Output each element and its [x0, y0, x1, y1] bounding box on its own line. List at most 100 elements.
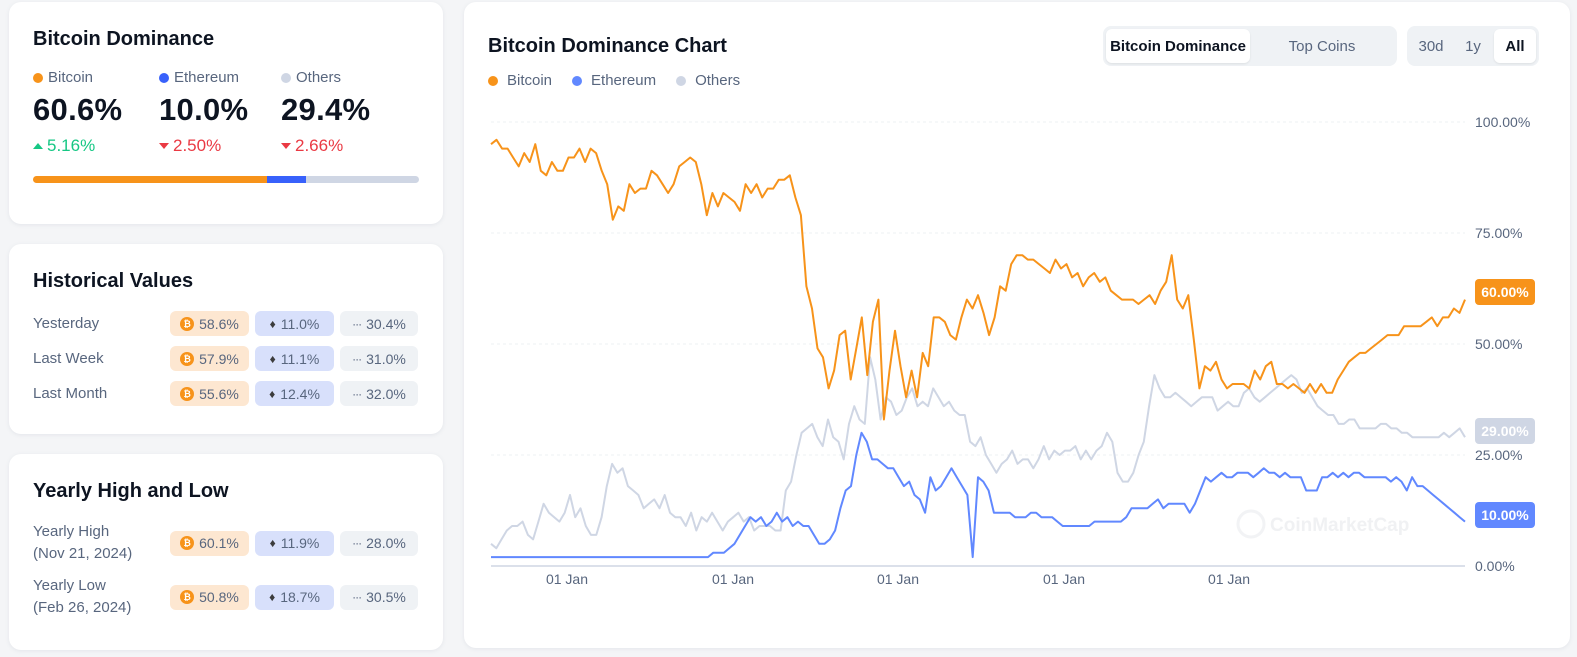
legend-item-others[interactable]: Others: [676, 72, 740, 89]
others-pill-value: 28.0%: [366, 535, 406, 551]
last-value-label-others: 29.00%: [1481, 423, 1529, 439]
dominance-label-text: Others: [296, 69, 342, 86]
yearly-row-title: Yearly High: [33, 523, 110, 540]
ethereum-pill-value: 18.7%: [280, 589, 320, 605]
value-pills: ₿ 50.8% ♦ 18.7% ··· 30.5%: [170, 584, 418, 610]
range-tab-all[interactable]: All: [1494, 29, 1536, 63]
legend-label: Others: [695, 72, 741, 89]
caret-down-icon: [159, 143, 169, 149]
bitcoin-pill-value: 60.1%: [199, 535, 239, 551]
historical-row: Last Month ₿ 55.6% ♦ 12.4% ··· 32.0%: [33, 381, 419, 406]
dominance-value: 60.6%: [33, 92, 123, 127]
dominance-label: Others: [281, 69, 370, 86]
chart-legend: Bitcoin Ethereum Others: [488, 72, 740, 89]
more-dots-icon: ···: [352, 316, 362, 331]
historical-row-label: Yesterday: [33, 314, 100, 332]
ethereum-pill: ♦ 18.7%: [255, 584, 334, 610]
others-pill-value: 30.4%: [366, 315, 406, 332]
series-line-ethereum: [491, 431, 1466, 559]
dominance-others: Others 29.4% 2.66%: [281, 69, 370, 156]
ethereum-icon: ♦: [269, 316, 276, 331]
dominance-line-chart: CoinMarketCap 100.00% 75.00% 50.00% 25.00% 0…: [490, 114, 1535, 587]
range-tab-1y[interactable]: 1y: [1465, 37, 1481, 55]
bitcoin-pill: ₿ 55.6%: [170, 381, 249, 406]
others-pill: ··· 30.4%: [340, 311, 418, 336]
y-tick-label: 100.00%: [1475, 114, 1530, 130]
dominance-chart-card: Bitcoin Dominance Chart Bitcoin Ethereum O…: [464, 2, 1570, 648]
dominance-label: Bitcoin: [33, 69, 127, 86]
dominance-bitcoin: Bitcoin 60.6% 5.16%: [33, 69, 127, 156]
historical-row-label: Last Month: [33, 384, 108, 402]
others-pill-value: 31.0%: [366, 350, 406, 367]
legend-dot-icon: [281, 72, 291, 83]
dominance-values: Bitcoin 60.6% 5.16% Ethereum 10.0% 2.50% Other…: [33, 69, 419, 156]
legend-label: Bitcoin: [507, 72, 553, 89]
ethereum-icon: ♦: [269, 536, 276, 550]
value-pills: ₿ 60.1% ♦ 11.9% ··· 28.0%: [170, 530, 418, 556]
last-value-label-ethereum: 10.00%: [1481, 507, 1529, 523]
yearly-row-label: Yearly Low (Feb 26, 2024): [33, 575, 170, 619]
bitcoin-pill: ₿ 57.9%: [170, 346, 249, 371]
caret-down-icon: [281, 143, 291, 149]
historical-row: Yesterday ₿ 58.6% ♦ 11.0% ··· 30.4%: [33, 311, 419, 336]
value-pills: ₿ 57.9% ♦ 11.1% ··· 31.0%: [170, 346, 418, 371]
dominance-change: 2.50%: [159, 136, 249, 156]
bitcoin-pill: ₿ 50.8%: [170, 584, 249, 610]
yearly-high-low-title: Yearly High and Low: [33, 480, 229, 502]
value-pills: ₿ 58.6% ♦ 11.0% ··· 30.4%: [170, 311, 418, 336]
legend-label: Ethereum: [591, 72, 657, 89]
dominance-label-text: Bitcoin: [48, 69, 94, 86]
more-dots-icon: ···: [352, 351, 362, 366]
watermark-text: CoinMarketCap: [1270, 515, 1409, 536]
x-tick-label: 01 Jan: [877, 571, 919, 587]
chart-range-switch: 30d 1y All: [1407, 26, 1539, 66]
last-value-badge-others: [1475, 418, 1535, 444]
x-tick-label: 01 Jan: [712, 571, 754, 587]
dominance-label-text: Ethereum: [174, 69, 240, 86]
dominance-value: 29.4%: [281, 92, 371, 127]
last-value-label-bitcoin: 60.00%: [1481, 284, 1529, 300]
ethereum-pill: ♦ 11.9%: [255, 530, 334, 556]
dominance-change-text: 2.50%: [173, 136, 222, 155]
dominance-split-bar: [33, 176, 419, 183]
y-tick-label: 75.00%: [1475, 225, 1522, 241]
x-tick-label: 01 Jan: [1043, 571, 1085, 587]
legend-dot-icon: [488, 75, 498, 86]
dominance-card: Bitcoin Dominance Bitcoin 60.6% 5.16% Ether…: [9, 2, 443, 224]
x-tick-label: 01 Jan: [546, 571, 588, 587]
caret-up-icon: [33, 143, 43, 149]
chart-view-switch: Bitcoin Dominance Top Coins: [1103, 26, 1397, 66]
others-pill: ··· 30.5%: [340, 584, 418, 610]
others-pill-value: 32.0%: [366, 385, 406, 402]
yearly-row: Yearly Low (Feb 26, 2024) ₿ 50.8% ♦ 18.7% ··· 3…: [33, 575, 419, 619]
ethereum-icon: ♦: [269, 590, 276, 604]
bitcoin-pill-value: 55.6%: [199, 385, 239, 402]
legend-item-ethereum[interactable]: Ethereum: [572, 72, 656, 89]
ethereum-pill-value: 12.4%: [280, 385, 320, 402]
others-pill: ··· 28.0%: [340, 530, 418, 556]
ethereum-pill: ♦ 11.1%: [255, 346, 334, 371]
yearly-row-title: Yearly Low: [33, 577, 106, 594]
view-tab-top-coins[interactable]: Top Coins: [1288, 37, 1356, 55]
bitcoin-pill-value: 57.9%: [199, 350, 239, 367]
historical-values-title: Historical Values: [33, 270, 194, 292]
bitcoin-pill-value: 50.8%: [199, 589, 239, 605]
dominance-ethereum: Ethereum 10.0% 2.50%: [159, 69, 249, 156]
bitcoin-icon: ₿: [180, 536, 195, 550]
range-tab-30d[interactable]: 30d: [1418, 37, 1444, 55]
legend-dot-icon: [572, 75, 583, 86]
dominance-change: 5.16%: [33, 136, 127, 156]
historical-row: Last Week ₿ 57.9% ♦ 11.1% ··· 31.0%: [33, 346, 419, 371]
bitcoin-pill: ₿ 58.6%: [170, 311, 249, 336]
dominance-title: Bitcoin Dominance: [33, 28, 215, 50]
historical-values-card: Historical Values Yesterday ₿ 58.6% ♦ 11.0% ·…: [9, 244, 443, 434]
bitcoin-icon: ₿: [180, 590, 195, 604]
y-tick-label: 0.00%: [1475, 558, 1515, 574]
legend-item-bitcoin[interactable]: Bitcoin: [488, 72, 552, 89]
others-pill-value: 30.5%: [366, 589, 406, 605]
dominance-label: Ethereum: [159, 69, 249, 86]
ethereum-pill: ♦ 11.0%: [255, 311, 334, 336]
view-tab-bitcoin-dominance[interactable]: Bitcoin Dominance: [1106, 29, 1250, 63]
more-dots-icon: ···: [352, 386, 362, 401]
legend-dot-icon: [159, 72, 169, 83]
